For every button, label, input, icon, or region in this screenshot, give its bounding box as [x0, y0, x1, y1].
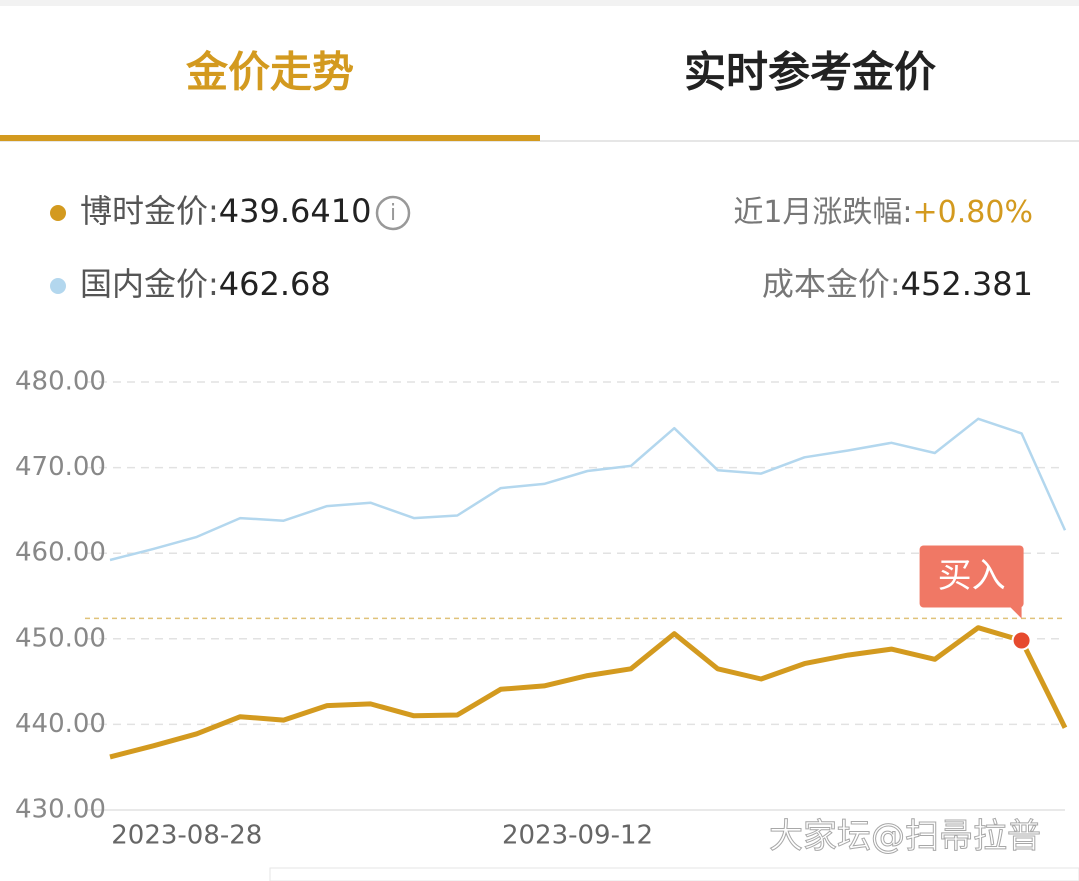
y-tick-label: 430.00: [15, 795, 106, 825]
legend-label: 博时金价:439.6410: [80, 192, 371, 230]
y-tick-label: 470.00: [15, 452, 106, 482]
label: 博时金价:: [80, 192, 219, 230]
value: 452.381: [901, 265, 1033, 303]
label: 成本金价:: [762, 265, 901, 303]
label: 近1月涨跌幅:: [733, 195, 912, 230]
info-icon[interactable]: [375, 195, 411, 231]
legend-dot: [50, 278, 66, 294]
x-tick-label: 2023-09-12: [502, 821, 653, 851]
y-tick-label: 440.00: [15, 709, 106, 739]
watermark: 大家坛@扫帚拉普: [769, 817, 1041, 857]
y-tick-label: 450.00: [15, 623, 106, 653]
buy-label-bg: [919, 545, 1024, 608]
tab-active[interactable]: 金价走势: [185, 48, 354, 97]
value: 462.68: [219, 265, 331, 303]
value: 439.6410: [219, 192, 372, 230]
plot: 430.00 440.00 450.00 460.00 470.00 480.00 2023…: [15, 367, 1068, 851]
bottom-panel: [269, 867, 1079, 881]
top-strip: [0, 0, 1079, 6]
legend-dot: [50, 205, 66, 221]
y-tick-label: 480.00: [15, 367, 106, 397]
buy-point: [1011, 630, 1032, 651]
info-icon-glyph: i: [390, 201, 396, 226]
x-tick-label: 2023-08-28: [111, 821, 262, 851]
tab-underline: [0, 135, 540, 141]
series-line: [109, 625, 1068, 760]
buy-label: 买入: [938, 556, 1006, 596]
buy-label-tail: [1009, 606, 1022, 619]
change: 近1月涨跌幅:+0.80%: [733, 195, 1033, 230]
series-line: [109, 417, 1067, 562]
tab[interactable]: 实时参考金价: [684, 48, 936, 97]
cost: 成本金价:452.381: [762, 265, 1033, 303]
label: 国内金价:: [80, 265, 219, 303]
value: +0.80%: [913, 195, 1033, 230]
y-tick-label: 460.00: [15, 538, 106, 568]
legend-label: 国内金价:462.68: [80, 265, 331, 303]
